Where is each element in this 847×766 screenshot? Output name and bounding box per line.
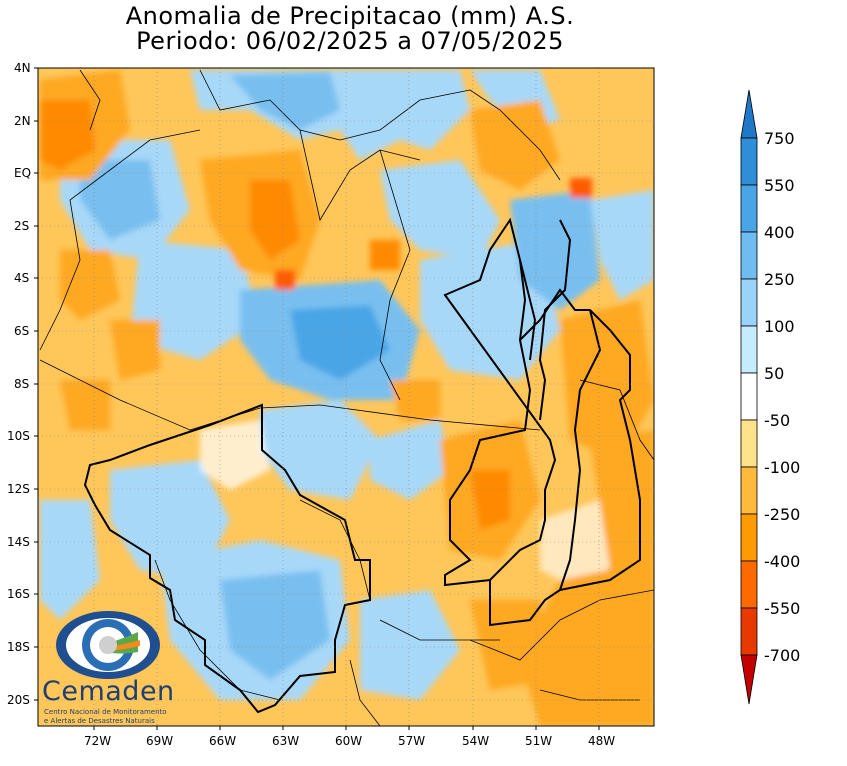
- lat-tick-label: 2S: [14, 219, 30, 233]
- positive-anomaly-region: [260, 400, 380, 500]
- colorbar-segment: [740, 325, 758, 374]
- positive-anomaly-region: [370, 420, 450, 500]
- colorbar-label: -250: [764, 505, 801, 524]
- colorbar-segment: [740, 231, 758, 280]
- colorbar-label: -50: [764, 411, 791, 430]
- negative-anomaly-region: [590, 430, 654, 570]
- colorbar-label: -550: [764, 599, 801, 618]
- colorbar-segment: [740, 607, 758, 656]
- negative-anomaly-region: [110, 320, 160, 380]
- lon-tick-label: 51W: [525, 734, 553, 748]
- map-title: Anomalia de Precipitacao (mm) A.S.: [125, 2, 575, 30]
- colorbar-label: 550: [764, 176, 795, 195]
- colorbar-segment: [740, 560, 758, 609]
- lat-tick-label: 16S: [7, 587, 30, 601]
- colorbar-segment: [740, 513, 758, 562]
- colorbar-label: 100: [764, 317, 795, 336]
- negative-anomaly-region: [570, 178, 592, 198]
- positive-anomaly-region: [80, 160, 160, 240]
- state-outlines: [83, 217, 641, 714]
- colorbar-label: 250: [764, 270, 795, 289]
- colorbar-label: 750: [764, 129, 795, 148]
- negative-anomaly-region: [370, 240, 400, 270]
- lat-tick-label: 6S: [14, 324, 30, 338]
- negative-anomaly-region: [390, 380, 440, 420]
- negative-anomaly-region: [40, 100, 95, 170]
- positive-anomaly-region: [590, 190, 654, 300]
- negative-anomaly-region: [560, 300, 654, 460]
- lat-tick-label: 10S: [7, 429, 30, 443]
- negative-anomaly-region: [470, 470, 510, 530]
- logo-subtitle: e Alertas de Desastres Naturais: [44, 717, 155, 725]
- logo-subtitle: Centro Nacional de Monitoramento: [44, 708, 167, 716]
- colorbar: [740, 89, 758, 705]
- positive-anomaly-region: [540, 500, 620, 590]
- negative-anomaly-region: [275, 270, 295, 290]
- positive-anomaly-region: [110, 460, 230, 580]
- logo-name: Cemaden: [42, 676, 175, 707]
- map-period: Periodo: 06/02/2025 a 07/05/2025: [136, 27, 564, 55]
- colorbar-segment: [740, 466, 758, 515]
- positive-anomaly-region: [290, 305, 390, 380]
- negative-anomaly-region: [520, 560, 654, 726]
- lon-tick-label: 60W: [335, 734, 363, 748]
- positive-anomaly-region: [360, 590, 460, 700]
- lon-tick-label: 57W: [398, 734, 426, 748]
- colorbar-segment: [740, 278, 758, 327]
- negative-anomaly-region: [60, 380, 110, 430]
- country-borders: [39, 69, 654, 726]
- positive-anomaly-region: [380, 160, 500, 260]
- lat-tick-label: 12S: [7, 482, 30, 496]
- axis-ticks: [34, 67, 600, 730]
- lat-tick-label: 20S: [7, 693, 30, 707]
- cemaden-logo-graphic: [56, 611, 160, 679]
- colorbar-bottom-arrow: [740, 654, 758, 705]
- colorbar-segment: [740, 419, 758, 468]
- lat-tick-label: 4S: [14, 271, 30, 285]
- lat-tick-label: 8S: [14, 377, 30, 391]
- colorbar-label: 400: [764, 223, 795, 242]
- lon-tick-label: 69W: [146, 734, 174, 748]
- colorbar-top-arrow: [740, 89, 758, 139]
- lat-tick-label: 4N: [14, 61, 31, 75]
- lon-tick-label: 72W: [84, 734, 112, 748]
- colorbar-segment: [740, 137, 758, 186]
- positive-anomaly-region: [130, 240, 260, 360]
- grid-lines: [38, 68, 654, 726]
- colorbar-label: -400: [764, 552, 801, 571]
- colorbar-label: -700: [764, 646, 801, 665]
- lon-tick-label: 54W: [462, 734, 490, 748]
- positive-anomaly-region: [510, 190, 600, 310]
- colorbar-label: 50: [764, 364, 785, 383]
- positive-anomaly-region: [220, 570, 330, 680]
- positive-anomaly-region: [200, 420, 270, 490]
- negative-anomaly-region: [470, 100, 560, 190]
- lon-tick-label: 66W: [209, 734, 237, 748]
- lon-tick-label: 48W: [588, 734, 616, 748]
- lon-tick-label: 63W: [272, 734, 300, 748]
- lat-tick-label: EQ: [14, 166, 32, 180]
- negative-anomaly-region: [60, 250, 120, 320]
- negative-anomaly-region: [250, 180, 300, 260]
- colorbar-label: -100: [764, 458, 801, 477]
- lat-tick-label: 14S: [7, 535, 30, 549]
- colorbar-segment: [740, 372, 758, 421]
- lat-tick-label: 18S: [7, 640, 30, 654]
- positive-anomaly-region: [40, 500, 100, 620]
- lat-tick-label: 2N: [14, 114, 31, 128]
- colorbar-segment: [740, 184, 758, 233]
- positive-anomaly-region: [230, 72, 340, 130]
